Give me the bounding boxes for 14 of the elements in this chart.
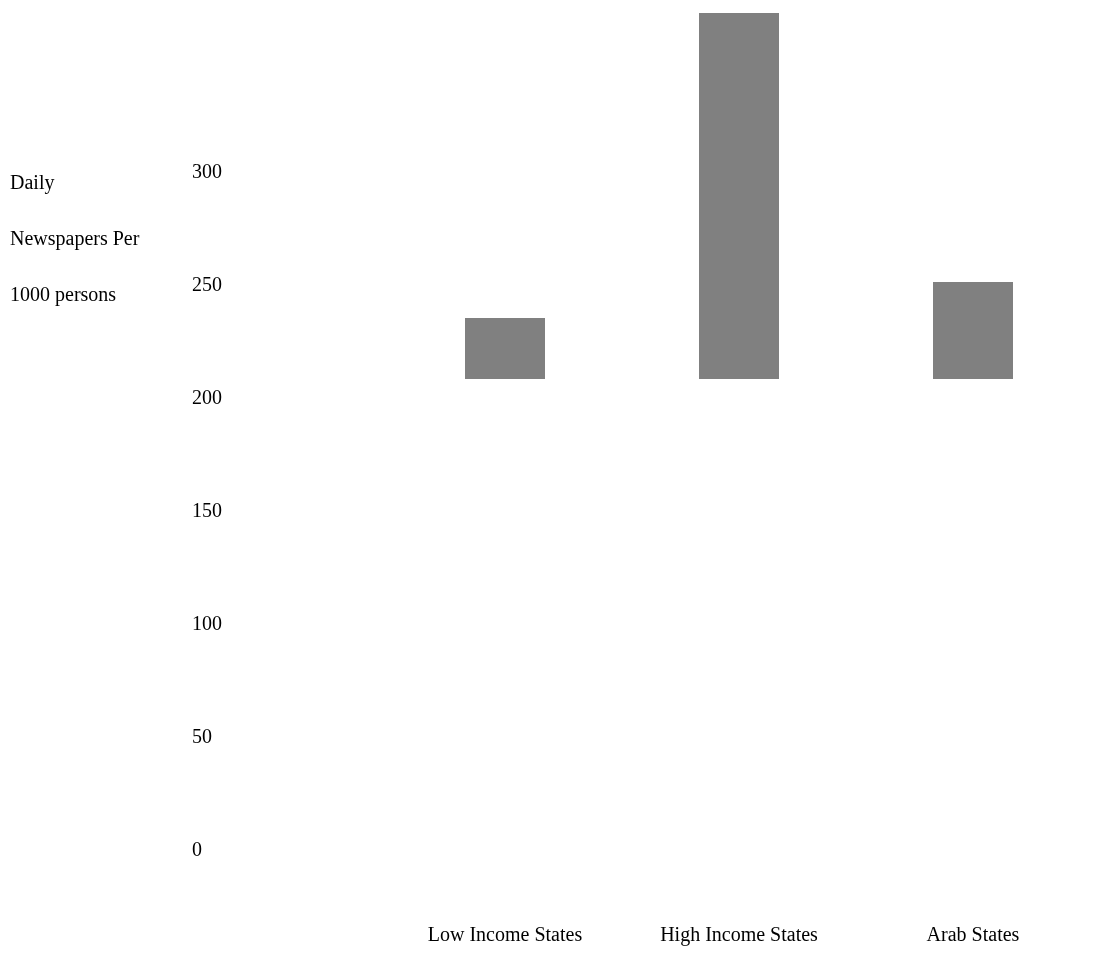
y-tick-label: 250: [192, 273, 222, 296]
y-tick-label: 100: [192, 612, 222, 635]
y-tick-label: 300: [192, 160, 222, 183]
bar: [699, 13, 779, 380]
text: Daily Newspapers Per 1000 persons: [10, 171, 140, 305]
x-tick-label: Low Income States: [427, 923, 583, 945]
x-tick-label: Arab States: [926, 923, 1020, 945]
bar: [465, 318, 545, 380]
y-tick-label: 150: [192, 499, 222, 522]
y-tick-label: 50: [192, 725, 212, 748]
x-tick-label: High Income States: [660, 923, 819, 946]
bar: [933, 281, 1013, 380]
y-tick-label: 200: [192, 386, 222, 409]
y-tick-label: 0: [192, 838, 202, 860]
